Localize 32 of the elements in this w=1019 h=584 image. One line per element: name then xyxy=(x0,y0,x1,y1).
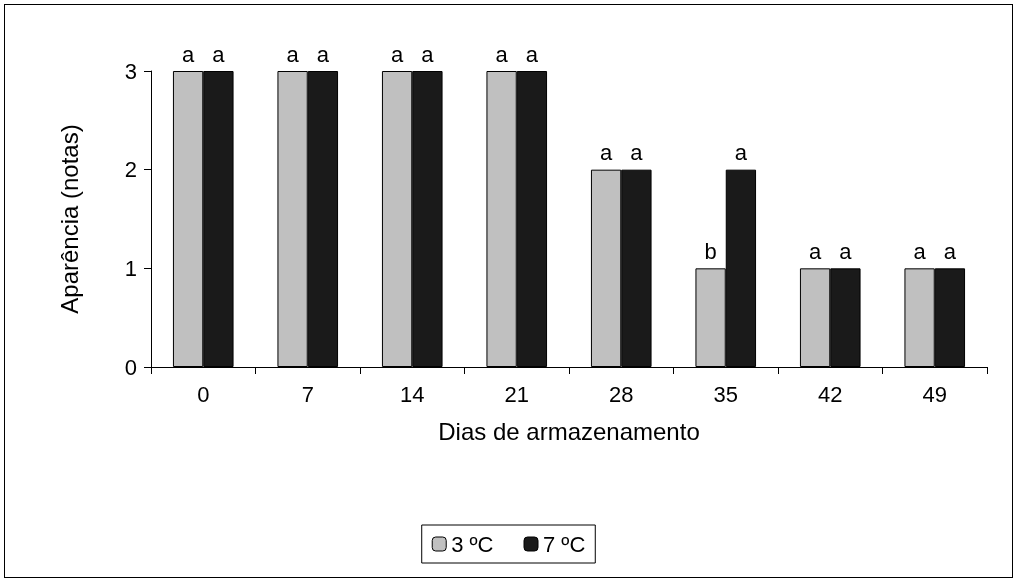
data-label: a xyxy=(943,238,957,264)
data-label: a xyxy=(495,41,509,67)
data-label: a xyxy=(212,41,226,67)
x-tick-label: 28 xyxy=(609,381,634,407)
legend-label: 3 ºC xyxy=(451,531,494,557)
y-axis-title: Aparência (notas) xyxy=(55,124,83,314)
data-label: a xyxy=(630,140,644,166)
x-tick-label: 14 xyxy=(400,381,425,407)
x-tick-label: 35 xyxy=(713,381,738,407)
x-tick-label: 42 xyxy=(818,381,843,407)
data-label: a xyxy=(734,140,748,166)
data-label: a xyxy=(808,238,822,264)
x-tick-label: 49 xyxy=(922,381,947,407)
data-label: a xyxy=(599,140,613,166)
data-label: a xyxy=(286,41,300,67)
x-tick-label: 7 xyxy=(301,381,314,407)
data-label: a xyxy=(390,41,404,67)
y-tick-label: 1 xyxy=(124,255,137,281)
data-label: a xyxy=(913,238,927,264)
y-tick-label: 2 xyxy=(124,157,137,183)
data-label: a xyxy=(839,238,853,264)
data-label: a xyxy=(316,41,330,67)
y-tick-label: 0 xyxy=(124,354,137,380)
data-label: a xyxy=(525,41,539,67)
x-tick-label: 0 xyxy=(197,381,210,407)
x-tick-label: 21 xyxy=(504,381,529,407)
data-label: b xyxy=(704,238,717,264)
y-tick-label: 3 xyxy=(124,58,137,84)
legend-label: 7 ºC xyxy=(543,531,586,557)
x-axis-title: Dias de armazenamento xyxy=(438,417,700,445)
data-label: a xyxy=(421,41,435,67)
data-label: a xyxy=(181,41,195,67)
